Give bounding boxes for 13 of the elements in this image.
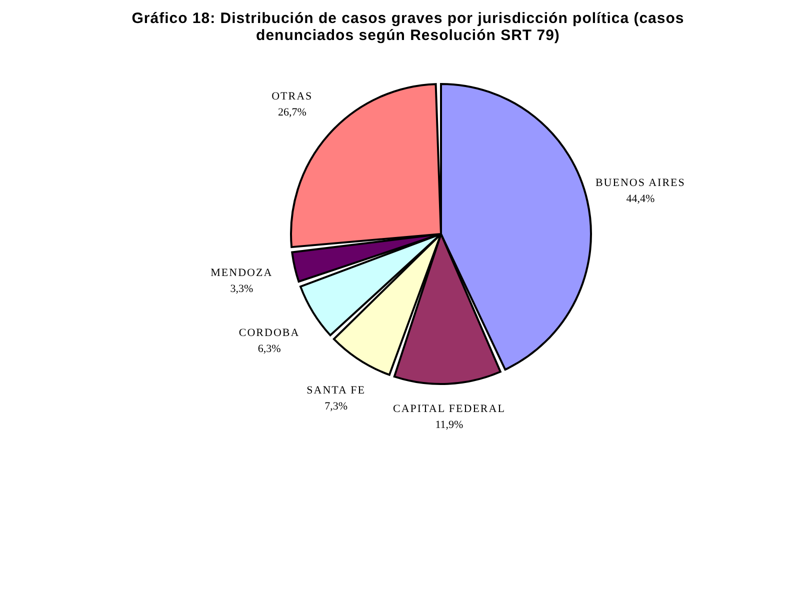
data-label: 44,4% xyxy=(626,193,655,206)
slice-label: BUENOS AIRES xyxy=(595,177,686,190)
data-label: 3,3% xyxy=(230,283,254,296)
data-label: 26,7% xyxy=(278,106,306,118)
chart-title: Gráfico 18: Distribución de casos graves por jurisdicción política (casos denunciados según Resolución SRT 79) xyxy=(130,9,686,44)
data-label: 6,3% xyxy=(258,343,281,356)
slice-label: CORDOBA xyxy=(238,327,300,340)
slice-label: SANTA FE xyxy=(306,384,366,397)
slice-label: CAPITAL FEDERAL xyxy=(393,402,506,415)
slice-label: OTRAS xyxy=(272,90,313,102)
slice-label: MENDOZA xyxy=(210,267,273,280)
data-label: 7,3% xyxy=(324,400,348,413)
data-label: 11,9% xyxy=(435,418,464,431)
